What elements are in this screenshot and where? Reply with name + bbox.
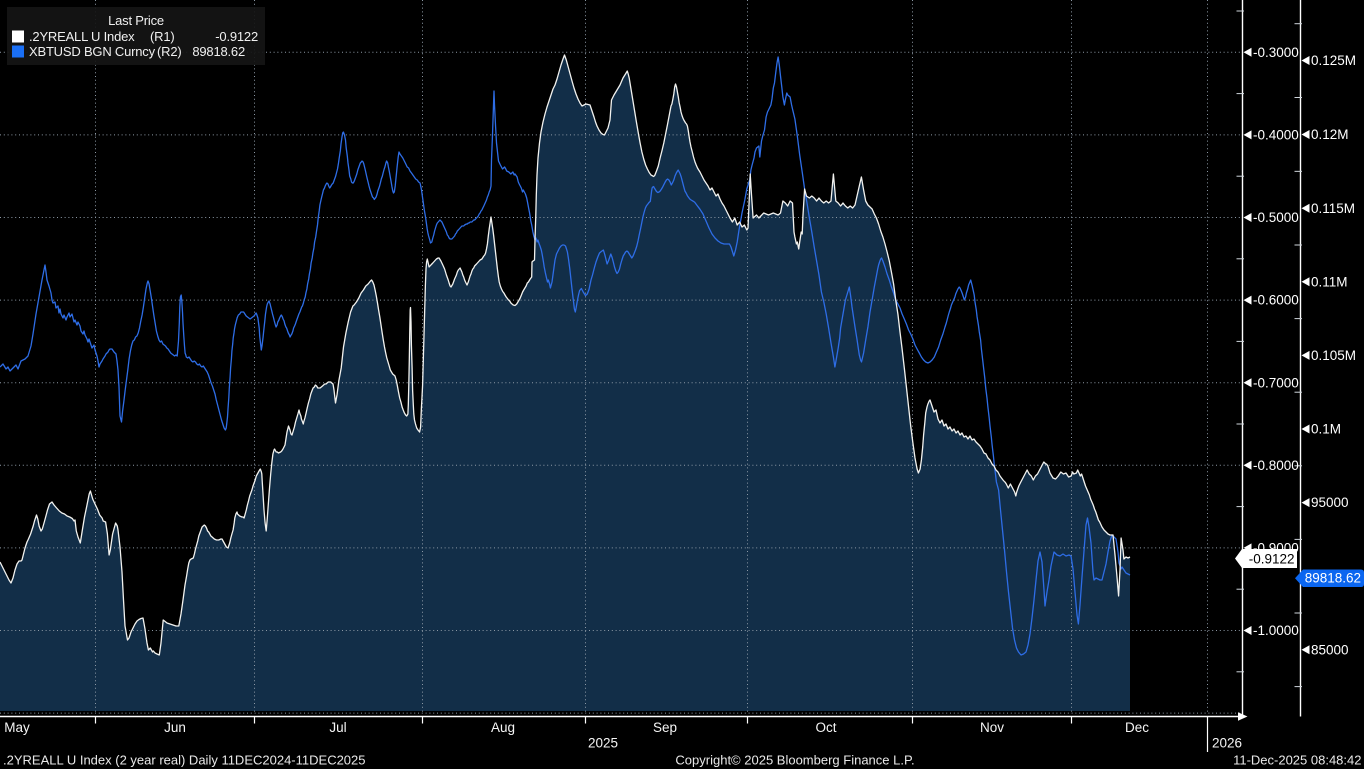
svg-text:11-Dec-2025 08:48:42: 11-Dec-2025 08:48:42: [1233, 753, 1361, 768]
svg-text:0.125M: 0.125M: [1311, 53, 1356, 68]
svg-text:.2YREALL U Index: .2YREALL U Index: [29, 29, 135, 44]
svg-text:Jun: Jun: [164, 720, 186, 735]
svg-text:2025: 2025: [588, 736, 618, 751]
svg-text:Nov: Nov: [980, 720, 1004, 735]
svg-text:-0.4000: -0.4000: [1253, 128, 1299, 143]
svg-text:Jul: Jul: [329, 720, 346, 735]
svg-text:Last Price: Last Price: [108, 13, 164, 28]
svg-text:-1.0000: -1.0000: [1253, 623, 1299, 638]
svg-text:-0.7000: -0.7000: [1253, 375, 1299, 390]
svg-text:85000: 85000: [1311, 642, 1349, 657]
svg-text:2026: 2026: [1212, 736, 1242, 751]
svg-text:Copyright© 2025 Bloomberg Fina: Copyright© 2025 Bloomberg Finance L.P.: [675, 753, 914, 768]
svg-text:(R1): (R1): [150, 29, 174, 44]
svg-text:Aug: Aug: [491, 720, 515, 735]
svg-text:89818.62: 89818.62: [1305, 571, 1361, 586]
svg-text:0.1M: 0.1M: [1311, 422, 1341, 437]
svg-text:89818.62: 89818.62: [192, 44, 245, 59]
svg-text:Dec: Dec: [1125, 720, 1149, 735]
svg-text:95000: 95000: [1311, 495, 1349, 510]
svg-text:-0.8000: -0.8000: [1253, 458, 1299, 473]
svg-text:(R2): (R2): [157, 44, 181, 59]
svg-text:0.12M: 0.12M: [1311, 127, 1349, 142]
svg-text:-0.3000: -0.3000: [1253, 45, 1299, 60]
svg-text:0.115M: 0.115M: [1311, 201, 1355, 216]
svg-text:May: May: [4, 720, 30, 735]
svg-text:Sep: Sep: [653, 720, 677, 735]
svg-text:-0.6000: -0.6000: [1253, 293, 1299, 308]
svg-text:.2YREALL U Index (2 year real): .2YREALL U Index (2 year real) Daily 11D…: [3, 753, 366, 768]
svg-text:-0.9122: -0.9122: [215, 29, 258, 44]
svg-text:XBTUSD BGN Curncy: XBTUSD BGN Curncy: [29, 44, 156, 59]
svg-text:-0.5000: -0.5000: [1253, 210, 1299, 225]
svg-text:Oct: Oct: [815, 720, 836, 735]
svg-text:0.11M: 0.11M: [1311, 274, 1348, 289]
svg-text:0.105M: 0.105M: [1311, 348, 1356, 363]
svg-text:-0.9122: -0.9122: [1249, 551, 1295, 566]
